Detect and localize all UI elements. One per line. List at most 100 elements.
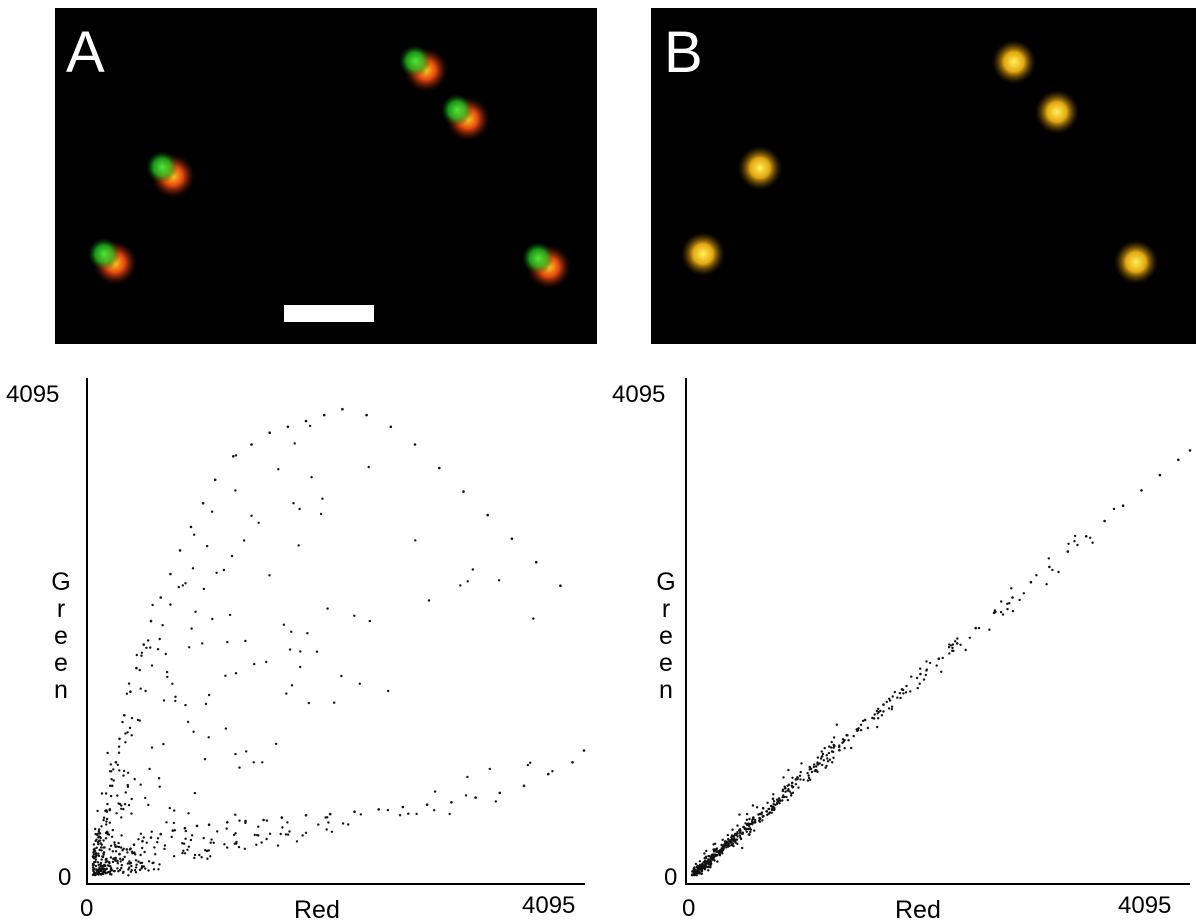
scatter-point: [250, 514, 253, 517]
scatter-point: [761, 815, 764, 818]
scatter-point: [102, 852, 105, 855]
scatter-point: [209, 841, 212, 844]
scatter-point: [735, 838, 739, 841]
scatter-point: [163, 847, 166, 851]
scatter-point: [1066, 550, 1070, 553]
scatter-point: [97, 836, 100, 839]
scatter-point: [190, 627, 193, 630]
scatter-point: [896, 696, 899, 699]
scatter-point: [782, 776, 785, 779]
scatter-point: [202, 587, 206, 591]
scatter-point: [133, 869, 137, 872]
scatter-point: [919, 667, 922, 670]
scatter-point: [398, 814, 402, 817]
scatter-point: [438, 466, 441, 470]
scatter-point: [110, 835, 114, 838]
scatter-point: [819, 757, 823, 760]
scatter-point: [117, 841, 120, 845]
scatter-point: [92, 843, 96, 846]
scatter-point: [159, 596, 162, 599]
scatter-point: [134, 859, 138, 862]
scatter-point: [189, 838, 193, 842]
scatter-point: [183, 852, 187, 855]
scatter-point: [120, 863, 124, 867]
scatter-point: [135, 863, 138, 866]
scatter-point: [832, 756, 835, 759]
scatter-point: [876, 725, 879, 729]
scatter-point: [787, 788, 790, 791]
scatter-point: [389, 425, 393, 429]
scatter-point: [859, 723, 863, 726]
x-axis-title-a: Red: [294, 896, 340, 920]
scatter-point: [698, 860, 701, 863]
scatter-point: [745, 812, 749, 816]
scatter-point: [387, 689, 390, 693]
scatter-point: [97, 843, 100, 846]
scatter-point: [698, 863, 702, 866]
scatter-point: [705, 849, 708, 853]
scatter-point: [821, 752, 825, 756]
scatter-point: [174, 699, 177, 703]
scatter-point: [893, 690, 896, 694]
scatter-point: [704, 856, 708, 860]
scatter-point: [988, 628, 991, 631]
scatter-point: [1022, 592, 1025, 595]
scatter-point: [510, 537, 514, 540]
micrograph-a-background: [55, 8, 597, 344]
scatter-point: [772, 800, 776, 803]
scatter-point: [142, 865, 146, 868]
scatter-point: [265, 837, 268, 841]
scatter-point: [462, 490, 465, 493]
scatter-point: [112, 768, 115, 771]
scatter-point: [106, 751, 109, 755]
scatter-point: [308, 424, 312, 428]
scatter-point: [100, 849, 103, 852]
scatter-point: [288, 830, 291, 833]
scatter-point: [137, 838, 140, 841]
x-tick-max-a: 4095: [522, 892, 575, 919]
scatter-point: [130, 812, 133, 815]
scatter-point: [729, 839, 732, 842]
scatter-point: [158, 637, 161, 641]
scatter-point: [952, 649, 955, 653]
scatter-point: [818, 762, 821, 765]
scatter-point: [226, 821, 229, 824]
scatter-point: [147, 860, 151, 863]
scatter-point: [206, 857, 209, 860]
scatter-point: [301, 834, 304, 837]
scatter-point: [358, 682, 361, 685]
scatter-point: [145, 841, 148, 844]
scatter-point: [744, 822, 747, 825]
scatter-point: [1018, 598, 1021, 602]
scatter-point: [977, 626, 981, 630]
scatter-point: [888, 699, 892, 702]
scatter-point: [738, 834, 742, 837]
scatter-point: [202, 836, 205, 840]
scatter-point: [887, 707, 891, 710]
scatter-point: [999, 610, 1003, 614]
scatter-point: [142, 836, 145, 839]
scatter-point: [791, 776, 794, 779]
scatter-point: [173, 809, 176, 812]
scatter-point: [1158, 473, 1162, 477]
scatter-point: [877, 717, 880, 720]
scatter-point: [234, 672, 238, 675]
scatter-point: [910, 675, 913, 678]
scatter-point: [237, 845, 241, 849]
scatter-point: [140, 654, 143, 657]
scatter-point: [181, 584, 184, 587]
scatter-point: [174, 695, 177, 698]
scatter-point: [131, 852, 134, 855]
scatter-point: [243, 847, 247, 850]
bead-a-3: [146, 151, 195, 198]
scatter-point: [715, 854, 718, 857]
scatter-point: [134, 871, 138, 874]
scatter-point: [1089, 536, 1092, 539]
scatter-point: [317, 823, 320, 826]
scatter-point: [1006, 607, 1009, 611]
scatter-point: [954, 640, 957, 643]
scatter-point: [212, 841, 215, 844]
scatter-point: [244, 821, 247, 825]
scatter-point: [122, 774, 125, 777]
scatter-point: [117, 845, 121, 849]
